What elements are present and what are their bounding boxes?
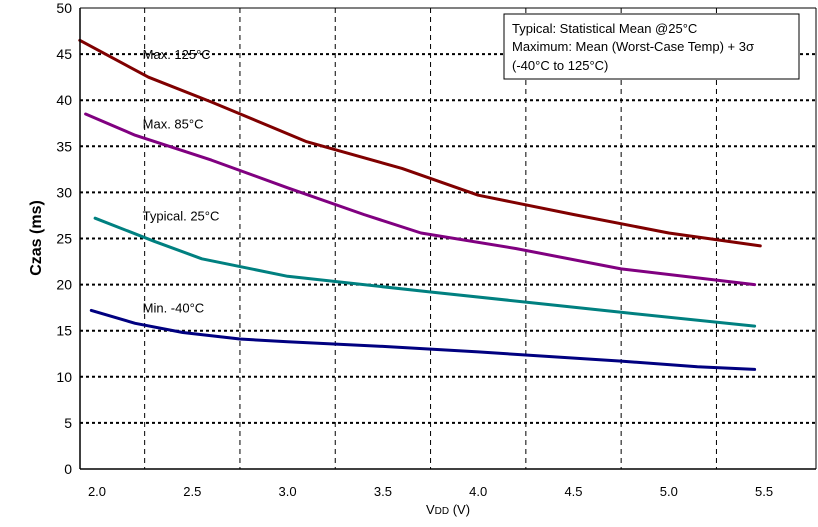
y-tick-label: 45: [56, 46, 72, 62]
x-tick-label: 3.0: [279, 484, 297, 499]
x-axis-label-main: V: [426, 502, 435, 517]
y-tick-label: 20: [56, 277, 72, 293]
series-annotation: Min. -40°C: [143, 301, 205, 316]
y-tick-label: 50: [56, 0, 72, 16]
y-tick-label: 0: [64, 461, 72, 477]
legend-line-2: Maximum: Mean (Worst-Case Temp) + 3σ: [512, 39, 754, 54]
y-tick-label: 15: [56, 323, 72, 339]
axes: [79, 7, 817, 470]
y-tick-label: 35: [56, 138, 72, 154]
series-annotation: Max. 85°C: [143, 116, 204, 131]
x-tick-label: 2.0: [88, 484, 106, 499]
y-tick-label: 25: [56, 231, 72, 247]
x-axis-label-sub: DD: [435, 506, 449, 517]
series-annotations: Max. 125°C Max. 85°C Typical. 25°C Min. -40…: [143, 47, 220, 316]
series-line-1: [84, 112, 757, 287]
x-axis-label: VDD (V): [426, 502, 470, 517]
series-line-2: [93, 216, 757, 328]
legend-line-3: (-40°C to 125°C): [512, 58, 608, 73]
y-tick-labels: 0 5 10 15 20 25 30 35 40 45 50: [56, 0, 72, 477]
legend-box: Typical: Statistical Mean @25°C Maximum:…: [503, 13, 800, 80]
series-annotation: Typical. 25°C: [143, 208, 220, 223]
x-axis-label-unit: (V): [449, 502, 470, 517]
x-tick-label: 2.5: [183, 484, 201, 499]
y-tick-label: 10: [56, 369, 72, 385]
series-line-3: [89, 308, 757, 371]
x-tick-label: 5.0: [660, 484, 678, 499]
y-axis-label: Czas (ms): [28, 200, 45, 276]
legend-box-frame: [503, 13, 800, 80]
x-tick-label: 3.5: [374, 484, 392, 499]
y-tick-label: 40: [56, 92, 72, 108]
series-annotation: Max. 125°C: [143, 47, 211, 62]
x-tick-label: 5.5: [755, 484, 773, 499]
x-tick-label: 4.5: [564, 484, 582, 499]
y-tick-label: 30: [56, 184, 72, 200]
x-tick-labels: 2.0 2.5 3.0 3.5 4.0 4.5 5.0 5.5: [88, 484, 773, 499]
legend-line-1: Typical: Statistical Mean @25°C: [512, 21, 697, 36]
series-line-0: [78, 38, 762, 248]
y-tick-label: 5: [64, 415, 72, 431]
series-lines: [78, 38, 762, 371]
x-tick-label: 4.0: [469, 484, 487, 499]
